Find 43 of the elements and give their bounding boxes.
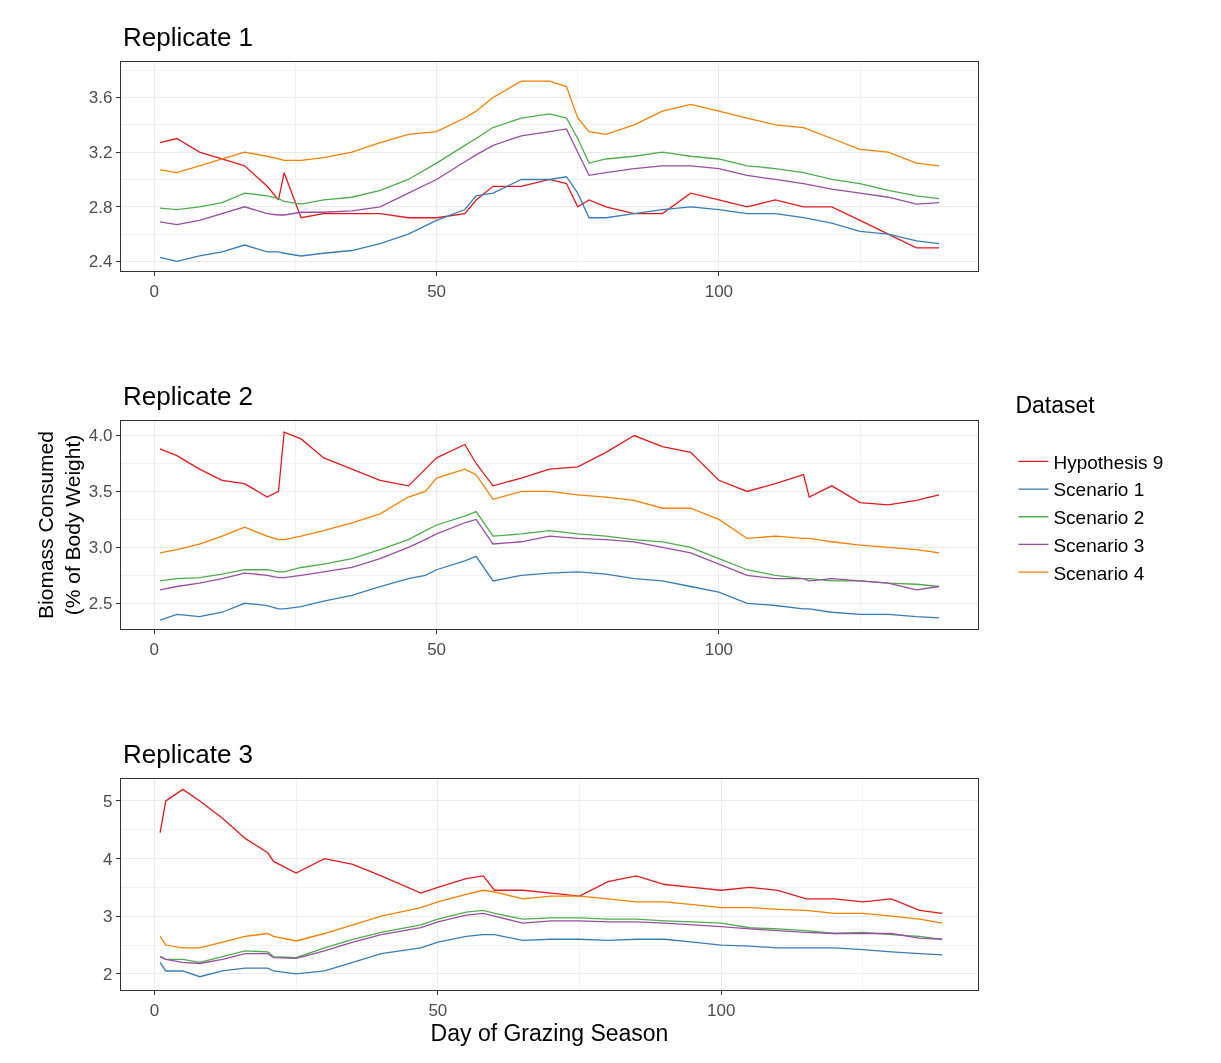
line-series [159, 80, 940, 174]
y-tick-label: 5 [103, 791, 113, 811]
x-tick-label: 100 [704, 281, 734, 301]
legend-label: Scenario 1 [1053, 479, 1145, 501]
chart-title: Replicate 1 [123, 22, 254, 52]
y-tick-label: 3.2 [88, 143, 113, 163]
line-series [159, 555, 940, 621]
x-tick-label: 100 [707, 1000, 736, 1020]
line-series [159, 113, 940, 211]
y-tick-label: 2.5 [88, 594, 113, 614]
y-tick-label: 2 [103, 964, 113, 984]
line-series [159, 431, 940, 506]
line-series [159, 468, 940, 554]
y-tick-label: 3.6 [88, 88, 113, 108]
y-tick-label: 3.5 [88, 482, 113, 502]
chart-title: Replicate 2 [123, 381, 254, 411]
line-series [159, 137, 940, 249]
x-tick-label: 0 [149, 639, 160, 659]
x-tick-label: 50 [427, 281, 447, 301]
line-series [159, 934, 943, 978]
x-tick-label: 0 [149, 281, 160, 301]
legend-title: Dataset [1015, 391, 1096, 418]
chart-title: Replicate 3 [123, 739, 254, 769]
line-series [159, 788, 943, 914]
line-series [159, 889, 943, 949]
y-tick-label: 3 [103, 907, 113, 927]
x-tick-label: 50 [427, 639, 447, 659]
y-tick-label: 2.4 [88, 252, 113, 272]
x-tick-label: 100 [704, 639, 734, 659]
legend-label: Scenario 3 [1053, 534, 1145, 556]
legend-label: Scenario 2 [1053, 507, 1145, 529]
y-tick-label: 2.8 [88, 197, 113, 217]
line-series [159, 128, 940, 226]
y-axis-title: Biomass Consumed (% of Body Weight) [33, 431, 85, 619]
x-tick-label: 50 [428, 1000, 448, 1020]
y-tick-label: 3.0 [88, 538, 113, 558]
legend-label: Hypothesis 9 [1053, 451, 1164, 473]
legend-label: Scenario 4 [1053, 562, 1145, 584]
y-tick-label: 4.0 [88, 426, 113, 446]
line-series [159, 176, 940, 263]
x-axis-title: Day of Grazing Season [430, 1020, 669, 1047]
x-tick-label: 0 [149, 1000, 160, 1020]
y-tick-label: 4 [103, 849, 113, 869]
